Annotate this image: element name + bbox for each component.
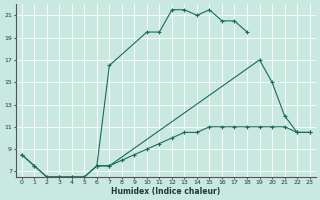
X-axis label: Humidex (Indice chaleur): Humidex (Indice chaleur) — [111, 187, 220, 196]
